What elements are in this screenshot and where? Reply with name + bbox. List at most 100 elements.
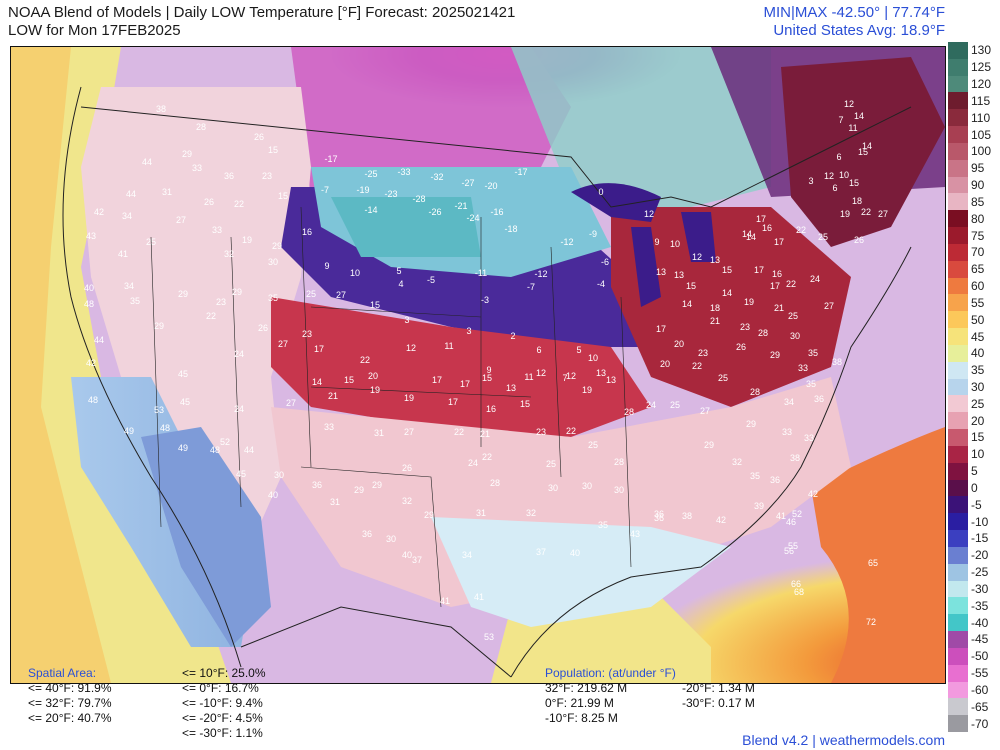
temperature-value: 17: [774, 237, 784, 247]
temperature-value: 22: [206, 311, 216, 321]
temperature-value: 4: [398, 279, 403, 289]
temperature-value: 27: [700, 406, 710, 416]
colorbar-label: 85: [971, 194, 985, 209]
temperature-value: 43: [630, 529, 640, 539]
temperature-value: 15: [268, 145, 278, 155]
temperature-value: 17: [460, 379, 470, 389]
temperature-value: 3: [808, 176, 813, 186]
temperature-value: 15: [278, 191, 288, 201]
colorbar-segment: [948, 58, 968, 77]
temperature-value: 15: [686, 281, 696, 291]
spatial-area-row: <= 10°F: 25.0%: [182, 666, 266, 680]
footer-credit: Blend v4.2 | weathermodels.com: [742, 732, 945, 748]
temperature-value: -7: [527, 282, 535, 292]
map-subtitle: LOW for Mon 17FEB2025: [8, 22, 181, 39]
colorbar-segment: [948, 664, 968, 682]
colorbar-label: 60: [971, 279, 985, 294]
population-row: -10°F: 8.25 M: [545, 711, 618, 725]
temperature-value: 22: [482, 452, 492, 462]
temperature-value: 48: [160, 423, 170, 433]
temperature-value: 12: [536, 368, 546, 378]
temperature-value: 25: [718, 373, 728, 383]
temperature-value: 56: [784, 546, 794, 556]
colorbar-segment: [948, 361, 968, 380]
us-average-readout: United States Avg: 18.9°F: [773, 22, 945, 39]
temperature-value: 25: [306, 289, 316, 299]
new-england: [781, 57, 945, 247]
temperature-value: 29: [354, 485, 364, 495]
colorbar-label: 0: [971, 480, 978, 495]
temperature-value: 53: [154, 405, 164, 415]
temperature-value: 19: [744, 297, 754, 307]
temperature-value: 45: [236, 469, 246, 479]
temperature-value: 36: [770, 475, 780, 485]
temperature-value: 38: [682, 511, 692, 521]
colorbar-label: 15: [971, 430, 985, 445]
temperature-value: 25: [670, 400, 680, 410]
colorbar-segment: [948, 530, 968, 548]
pacific-northwest: [81, 87, 311, 567]
temperature-value: 15: [722, 265, 732, 275]
colorbar: [948, 42, 968, 733]
temperature-value: 28: [196, 122, 206, 132]
temperature-value: 37: [536, 547, 546, 557]
temperature-value: 40: [402, 550, 412, 560]
temperature-value: 33: [324, 422, 334, 432]
colorbar-segment: [948, 546, 968, 565]
colorbar-segment: [948, 243, 968, 262]
temperature-value: 15: [849, 178, 859, 188]
colorbar-segment: [948, 344, 968, 363]
temperature-value: 22: [692, 361, 702, 371]
temperature-value: 19: [840, 209, 850, 219]
temperature-value: 21: [480, 429, 490, 439]
temperature-value: -5: [427, 275, 435, 285]
temperature-value: 32: [402, 496, 412, 506]
temperature-value: 31: [330, 497, 340, 507]
temperature-value: 21: [774, 303, 784, 313]
temperature-value: 26: [854, 235, 864, 245]
temperature-value: 25: [788, 311, 798, 321]
temperature-value: 11: [848, 123, 857, 133]
colorbar-segment: [948, 126, 968, 144]
colorbar-label: -15: [971, 531, 989, 546]
temperature-value: 27: [176, 215, 186, 225]
colorbar-segment: [948, 92, 968, 110]
temperature-value: 2: [510, 331, 515, 341]
temperature-value: 22: [566, 426, 576, 436]
colorbar-segment: [948, 395, 968, 413]
temperature-value: 3: [404, 315, 409, 325]
temperature-value: 22: [796, 225, 806, 235]
temperature-value: 27: [404, 427, 414, 437]
temperature-value: 22: [861, 207, 871, 217]
temperature-value: -11: [475, 268, 487, 278]
population-row: -20°F: 1.34 M: [682, 681, 755, 695]
temperature-value: 15: [858, 147, 868, 157]
temperature-value: 27: [278, 339, 288, 349]
temperature-value: 24: [234, 349, 244, 359]
temperature-value: 26: [258, 323, 268, 333]
temperature-value: 21: [328, 391, 338, 401]
spatial-area-heading: Spatial Area:: [28, 666, 97, 680]
colorbar-label: 130: [971, 43, 992, 58]
temperature-value: 17: [656, 324, 666, 334]
temperature-value: 44: [244, 445, 254, 455]
colorbar-label: -10: [971, 514, 989, 529]
temperature-value: -12: [534, 269, 547, 279]
temperature-value: 26: [402, 463, 412, 473]
colorbar-label: -70: [971, 716, 989, 731]
temperature-value: 23: [262, 171, 272, 181]
temperature-value: 14: [862, 141, 872, 151]
colorbar-segment: [948, 513, 968, 531]
temperature-value: 48: [210, 445, 220, 455]
colorbar-segment: [948, 597, 968, 615]
colorbar-label: -30: [971, 581, 989, 596]
temperature-value: 30: [790, 331, 800, 341]
temperature-value: 29: [182, 149, 192, 159]
colorbar-segment: [948, 563, 968, 582]
temperature-value: 31: [374, 428, 384, 438]
temperature-value: -12: [560, 237, 573, 247]
temperature-value: -21: [454, 201, 467, 211]
colorbar-segment: [948, 142, 968, 161]
spatial-area-row: <= 40°F: 91.9%: [28, 681, 112, 695]
